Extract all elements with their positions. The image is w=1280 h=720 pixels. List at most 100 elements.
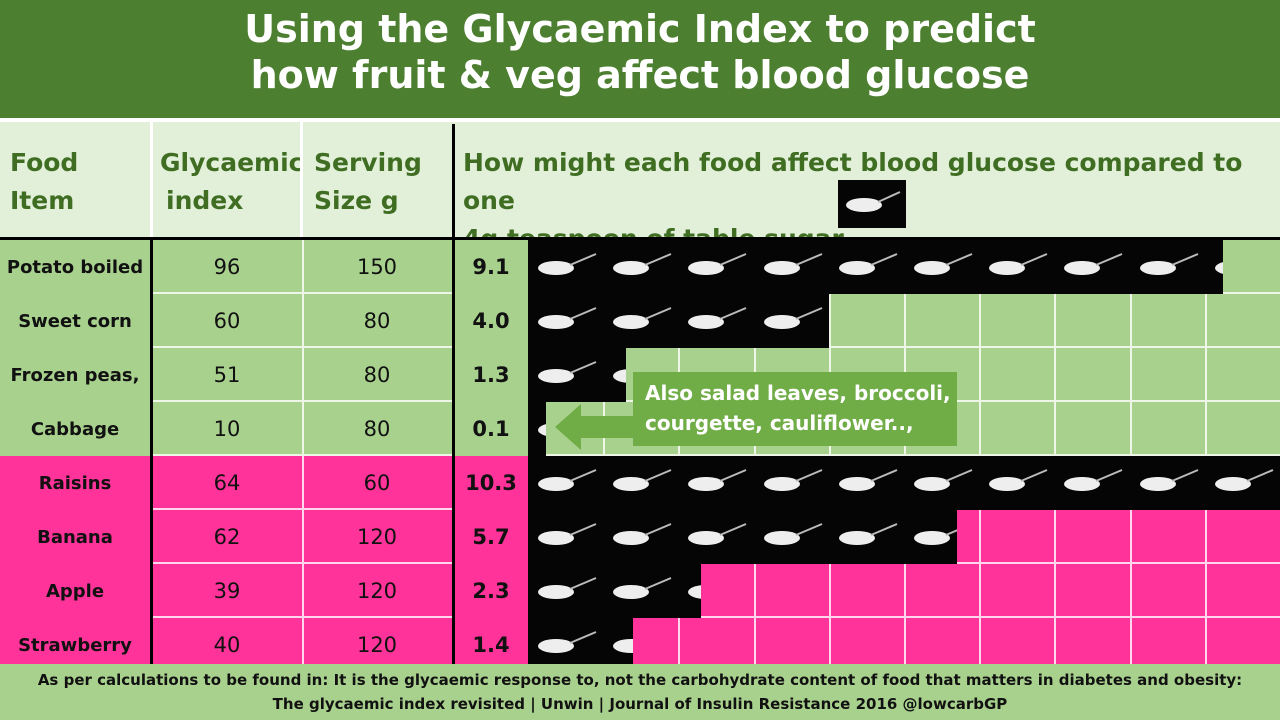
teaspoon-of-sugar-icon [603,456,679,510]
grid-cell [150,240,302,294]
teaspoon-of-sugar-icon [528,564,604,618]
teaspoon-of-sugar-icon [1204,456,1280,510]
teaspoon-equivalent: 1.4 [472,633,510,657]
teaspoon-of-sugar-icon [904,510,957,564]
grid-cell [150,510,302,564]
header-compare-l1: How might each food affect blood glucose… [463,148,1243,215]
grid-cell [302,510,452,564]
header-gi-l2: index [166,186,244,215]
table-row: Sweet corn 60 80 4.0 [0,294,1280,348]
glycaemic-index: 10 [213,417,241,441]
food-name: Cabbage [30,418,120,440]
teaspoon-of-sugar-icon [603,510,679,564]
teaspoon-of-sugar-icon [838,180,906,228]
grid-cell [302,348,452,402]
teaspoon-of-sugar-icon [1129,456,1205,510]
table-row: Strawberry 40 120 1.4 [0,618,1280,672]
teaspoon-of-sugar-icon [603,348,626,402]
grid-cell [1129,402,1205,456]
teaspoon-of-sugar-icon [678,294,754,348]
divider [452,124,455,240]
grid-cell [1054,294,1130,348]
grid-cell [979,510,1055,564]
serving-size: 120 [356,579,398,603]
teaspoon-of-sugar-icon [678,240,754,294]
grid-cell [1204,510,1280,564]
grid-cell [1129,348,1205,402]
teaspoon-of-sugar-icon [1129,240,1205,294]
grid-cell [1129,510,1205,564]
food-name: Raisins [38,472,112,494]
teaspoon-of-sugar-icon [1204,240,1223,294]
serving-size: 80 [363,309,391,333]
grid-cell [1054,564,1130,618]
grid-cell [150,348,302,402]
teaspoon-of-sugar-icon [528,456,604,510]
food-name: Sweet corn [18,310,132,332]
serving-size: 120 [356,633,398,657]
teaspoon-of-sugar-icon [1054,240,1130,294]
teaspoon-of-sugar-icon [528,618,604,672]
serving-size: 80 [363,363,391,387]
callout-line-1: Also salad leaves, broccoli, [645,381,951,405]
grid-cell [979,348,1055,402]
header-serving: Serving Size g [304,122,452,238]
header-gi-l1: Glycaemic [160,148,304,177]
table-row: Banana 62 120 5.7 [0,510,1280,564]
title-line-2: how fruit & veg affect blood glucose [250,53,1030,97]
teaspoon-of-sugar-icon [753,510,829,564]
food-name: Frozen peas, [10,364,140,386]
glycaemic-index: 62 [213,525,241,549]
header-food: Food Item [0,122,150,238]
teaspoon-of-sugar-icon [603,618,634,672]
grid-cell [1129,294,1205,348]
teaspoon-of-sugar-icon [753,456,829,510]
grid-cell [1204,348,1280,402]
grid-cell [1054,402,1130,456]
food-name: Potato boiled [6,256,144,278]
teaspoon-of-sugar-icon [828,510,904,564]
teaspoon-equivalent: 4.0 [472,309,510,333]
serving-size: 150 [356,255,398,279]
grid-cell [1204,294,1280,348]
divider [150,122,153,238]
teaspoon-of-sugar-icon [678,564,701,618]
grid-cell [753,564,829,618]
footer-line-2: The glycaemic index revisited | Unwin | … [272,695,1008,713]
grid-cell [828,294,904,348]
teaspoon-of-sugar-icon [828,240,904,294]
glycaemic-index: 39 [213,579,241,603]
header-food-l1: Food [10,148,79,177]
grid-cell [302,456,452,510]
grid-cell [1129,564,1205,618]
teaspoon-of-sugar-icon [678,456,754,510]
serving-size: 80 [363,417,391,441]
grid-cell [979,402,1055,456]
grid-cell [302,240,452,294]
teaspoon-equivalent: 5.7 [472,525,510,549]
header-serving-l2: Size g [314,186,399,215]
grid-cell [150,456,302,510]
teaspoon-of-sugar-icon [1054,456,1130,510]
header-food-l2: Item [10,186,75,215]
glycaemic-index: 40 [213,633,241,657]
table-row: Apple 39 120 2.3 [0,564,1280,618]
food-name: Banana [37,526,113,548]
header-serving-l1: Serving [314,148,422,177]
teaspoon-of-sugar-icon [828,456,904,510]
grid-cell [1054,510,1130,564]
grid-cell [979,294,1055,348]
teaspoon-equivalent: 1.3 [472,363,510,387]
teaspoon-equivalent: 10.3 [465,471,517,495]
header-gi: Glycaemic index [152,122,304,238]
serving-size: 60 [363,471,391,495]
table-row: Potato boiled 96 150 9.1 [0,240,1280,294]
food-name: Apple [45,580,105,602]
table-row: Raisins 64 60 10.3 [0,456,1280,510]
title-line-1: Using the Glycaemic Index to predict [244,7,1036,51]
teaspoon-of-sugar-icon [904,456,980,510]
teaspoon-of-sugar-icon [979,456,1055,510]
grid-cell [150,294,302,348]
divider [0,237,1280,241]
grid-cell [1204,402,1280,456]
